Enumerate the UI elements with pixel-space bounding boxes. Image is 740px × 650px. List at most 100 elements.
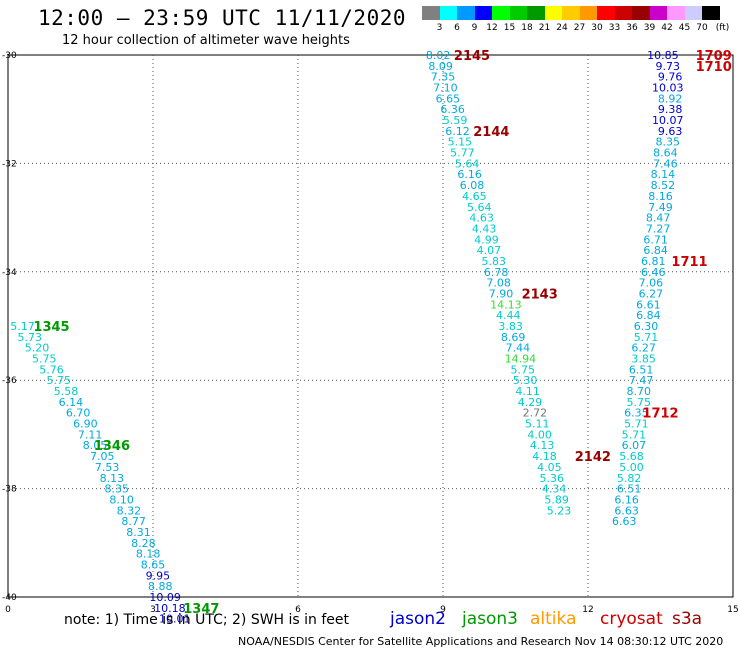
wave-height-value: 8.77 — [121, 515, 146, 528]
wave-height-value: 6.27 — [639, 287, 664, 300]
wave-height-value: 9.95 — [146, 569, 171, 582]
legend-jason3: jason3 — [462, 609, 518, 629]
wave-height-value: 8.64 — [653, 147, 678, 160]
pass-id-label: 1712 — [642, 407, 678, 422]
wave-height-value: 5.71 — [622, 428, 647, 441]
legend-cryosat: cryosat — [600, 609, 663, 629]
wave-height-value: 4.07 — [477, 244, 502, 257]
wave-height-value: 7.05 — [90, 450, 115, 463]
colorbar-swatch — [684, 6, 702, 20]
colorbar-label: 9 — [471, 23, 478, 33]
wave-height-colorbar: 3 6 9 12 15 18 21 24 27 30 33 36 39 42 45 70 (ft) — [422, 6, 737, 40]
wave-height-value: 14.13 — [490, 298, 522, 311]
wave-height-value: 6.65 — [436, 92, 461, 105]
wave-height-value: 5.71 — [634, 331, 659, 344]
colorbar-label: 42 — [661, 23, 673, 33]
wave-height-value: 4.05 — [537, 461, 562, 474]
plot-frame — [7, 54, 734, 598]
wave-height-value: 10.18 — [154, 602, 186, 615]
colorbar-swatch — [597, 6, 615, 20]
colorbar-swatch — [544, 6, 562, 20]
wave-height-value: 8.28 — [131, 537, 156, 550]
wave-height-value: 5.77 — [450, 147, 475, 160]
y-tick-label: -40 — [2, 593, 17, 603]
pass-id-label: 2143 — [522, 287, 558, 302]
wave-height-value: 5.75 — [627, 396, 652, 409]
wave-height-value: 5.89 — [544, 493, 569, 506]
wave-height-value: 6.16 — [614, 493, 639, 506]
wave-height-value: 6.61 — [636, 298, 661, 311]
wave-height-value: 5.23 — [547, 504, 572, 517]
wave-height-value: 4.34 — [542, 483, 567, 496]
wave-height-value: 7.08 — [486, 277, 511, 290]
colorbar-label: 3 — [436, 23, 443, 33]
colorbar-swatch — [579, 6, 597, 20]
wave-height-value: 6.90 — [73, 418, 98, 431]
axis-ticks: 0 3 6 9 12 15 -30 -32 -34 -36 -38 -40 — [2, 51, 739, 615]
wave-height-value: 7.06 — [639, 277, 664, 290]
wave-height-value: 4.29 — [518, 396, 543, 409]
colorbar-label: 45 — [678, 23, 691, 33]
wave-height-value: 7.53 — [95, 461, 120, 474]
wave-height-value: 6.63 — [612, 515, 637, 528]
wave-height-value: 6.36 — [440, 103, 465, 116]
colorbar-label: 21 — [538, 23, 551, 33]
wave-height-value: 5.75 — [47, 374, 72, 387]
wave-height-value: 5.83 — [482, 255, 507, 268]
wave-height-value: 7.46 — [653, 157, 678, 170]
x-tick-label: 3 — [150, 605, 156, 615]
wave-height-value: 8.10 — [109, 493, 134, 506]
wave-height-value: 6.35 — [624, 407, 649, 420]
y-tick-label: -32 — [2, 159, 17, 169]
pass-id-label: 1346 — [94, 439, 130, 454]
wave-height-value: 8.14 — [651, 168, 676, 181]
colorbar-swatch — [632, 6, 650, 20]
wave-height-value: 4.99 — [474, 233, 499, 246]
wave-height-value: 5.30 — [513, 374, 538, 387]
colorbar-label: 70 — [696, 23, 708, 33]
pass-id-label: 1710 — [696, 60, 732, 75]
wave-height-value: 5.17 — [10, 320, 35, 333]
page-title: 12:00 – 23:59 UTC 11/11/2020 — [38, 6, 407, 30]
wave-height-value: 4.11 — [515, 385, 540, 398]
pass-id-label: 2145 — [454, 49, 490, 64]
wave-height-value: 6.27 — [631, 342, 656, 355]
wave-height-value: 5.76 — [39, 363, 64, 376]
wave-height-value: 14.94 — [505, 353, 537, 366]
wave-height-value: 7.10 — [433, 82, 458, 95]
colorbar-swatch — [474, 6, 492, 20]
wave-height-value: 5.64 — [455, 157, 480, 170]
wave-height-value: 4.00 — [527, 428, 552, 441]
wave-height-value: 3.83 — [498, 320, 523, 333]
wave-height-value: 4.44 — [496, 309, 521, 322]
colorbar-swatch — [492, 6, 510, 20]
y-tick-label: -38 — [2, 485, 17, 495]
wave-height-value: 8.18 — [136, 548, 161, 561]
colorbar-swatch — [649, 6, 667, 20]
wave-height-value: 8.70 — [627, 385, 652, 398]
wave-height-value: 5.11 — [525, 418, 550, 431]
pass-id-label: 2144 — [473, 125, 509, 140]
wave-height-value: 8.65 — [141, 558, 166, 571]
x-tick-label: 0 — [5, 605, 11, 615]
wave-height-value: 6.12 — [445, 125, 470, 138]
wave-height-value: 5.59 — [443, 114, 468, 127]
wave-height-value: 8.09 — [428, 60, 453, 73]
colorbar-swatch — [439, 6, 457, 20]
wave-height-value: 8.16 — [648, 190, 673, 203]
wave-height-value: 9.73 — [656, 60, 681, 73]
colorbar-swatch — [562, 6, 580, 20]
wave-height-value: 10.03 — [652, 82, 684, 95]
pass-id-label: 1345 — [33, 320, 69, 335]
wave-height-value: 8.92 — [658, 92, 683, 105]
colorbar-swatch — [422, 6, 440, 20]
wave-height-value: 10.01 — [159, 613, 191, 626]
colorbar-label: 36 — [626, 23, 638, 33]
wave-height-value: 5.64 — [467, 201, 492, 214]
wave-height-value: 6.78 — [484, 266, 509, 279]
wave-height-value: 4.18 — [532, 450, 557, 463]
legend-s3a: s3a — [672, 609, 703, 629]
wave-height-value: 6.70 — [66, 407, 91, 420]
